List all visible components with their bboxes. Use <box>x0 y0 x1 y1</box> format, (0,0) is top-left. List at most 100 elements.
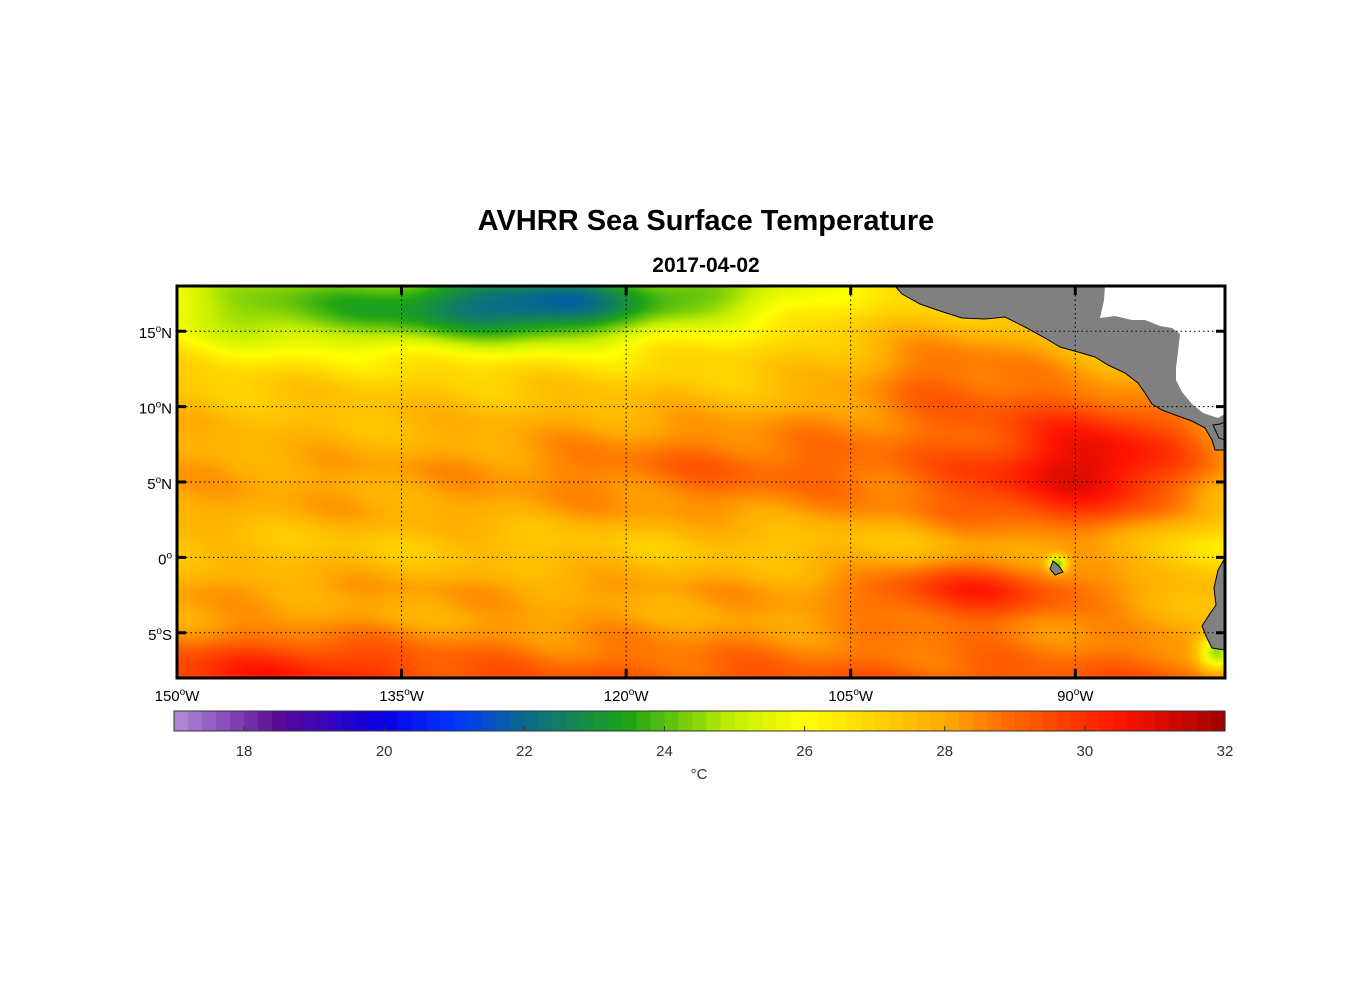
colorbar-cell <box>622 711 638 731</box>
colorbar-cell <box>678 711 694 731</box>
lat-label: 15oN <box>139 324 172 342</box>
colorbar-cell <box>580 711 595 731</box>
colorbar-cell <box>538 711 553 731</box>
colorbar-tick-label: 20 <box>376 743 393 760</box>
colorbar-cell <box>552 711 567 731</box>
colorbar-cell <box>370 711 385 731</box>
colorbar-cell <box>1014 711 1030 731</box>
colorbar-tick-label: 22 <box>516 743 533 760</box>
colorbar-unit-label: °C <box>691 766 708 783</box>
colorbar-cell <box>258 711 273 731</box>
colorbar-cell <box>384 711 399 731</box>
colorbar-cell <box>1070 711 1086 731</box>
colorbar-cell <box>342 711 357 731</box>
chart-subtitle: 2017-04-02 <box>652 254 760 277</box>
colorbar-labels: 18 20 22 24 26 28 30 32 <box>236 743 1234 760</box>
colorbar-cell <box>874 711 890 731</box>
colorbar: 18 20 22 24 26 28 30 32 °C <box>173 710 1234 783</box>
colorbar-cell <box>958 711 974 731</box>
latitude-labels: 15oN 10oN 5oN 0o 5oS <box>139 324 173 644</box>
colorbar-cell <box>1126 711 1142 731</box>
colorbar-cell <box>300 711 315 731</box>
colorbar-cell <box>734 711 750 731</box>
land-south-america <box>1201 557 1225 651</box>
colorbar-cell <box>440 711 455 731</box>
colorbar-cell <box>650 711 666 731</box>
lon-label: 90oW <box>1057 687 1094 705</box>
colorbar-cell <box>1028 711 1044 731</box>
colorbar-cell <box>776 711 792 731</box>
colorbar-cell <box>286 711 301 731</box>
colorbar-tick-label: 26 <box>796 743 813 760</box>
colorbar-cell <box>524 711 539 731</box>
colorbar-cell <box>1042 711 1058 731</box>
lat-label: 5oN <box>147 475 172 493</box>
colorbar-cell <box>174 711 189 731</box>
colorbar-ticks <box>243 726 1226 731</box>
colorbar-cell <box>1210 711 1226 731</box>
colorbar-cell <box>692 711 708 731</box>
colorbar-cell <box>1098 711 1114 731</box>
colorbar-cell <box>986 711 1002 731</box>
lat-label: 10oN <box>139 400 172 418</box>
colorbar-cell <box>328 711 343 731</box>
colorbar-cell <box>748 711 764 731</box>
colorbar-cell <box>1084 711 1100 731</box>
colorbar-cell <box>398 711 413 731</box>
colorbar-cell <box>244 711 259 731</box>
lat-label: 0o <box>158 550 172 568</box>
colorbar-cell <box>1196 711 1212 731</box>
colorbar-cell <box>426 711 441 731</box>
colorbar-cells <box>174 711 1226 731</box>
colorbar-cell <box>818 711 834 731</box>
colorbar-cell <box>510 711 525 731</box>
colorbar-cell <box>272 711 287 731</box>
colorbar-cell <box>944 711 960 731</box>
lon-label: 120oW <box>604 687 650 705</box>
colorbar-cell <box>902 711 918 731</box>
colorbar-frame <box>173 710 1226 732</box>
colorbar-cell <box>496 711 511 731</box>
colorbar-tick-label: 32 <box>1217 743 1234 760</box>
colorbar-cell <box>762 711 778 731</box>
colorbar-cell <box>706 711 722 731</box>
colorbar-cell <box>790 711 806 731</box>
colorbar-cell <box>804 711 820 731</box>
colorbar-cell <box>608 711 624 731</box>
colorbar-cell <box>468 711 483 731</box>
colorbar-cell <box>412 711 427 731</box>
colorbar-cell <box>314 711 329 731</box>
lat-label: 5oS <box>148 626 172 644</box>
colorbar-cell <box>832 711 848 731</box>
colorbar-cell <box>594 711 610 731</box>
colorbar-cell <box>1140 711 1156 731</box>
colorbar-cell <box>230 711 245 731</box>
land-galapagos <box>1049 560 1064 576</box>
lon-label: 105oW <box>828 687 874 705</box>
lon-label: 135oW <box>379 687 425 705</box>
colorbar-cell <box>1056 711 1072 731</box>
longitude-labels: 150oW 135oW 120oW 105oW 90oW <box>155 687 1095 705</box>
colorbar-cell <box>972 711 988 731</box>
colorbar-cell <box>1154 711 1170 731</box>
land-caribbean-coast <box>1100 286 1225 418</box>
land-mexico-central-america <box>894 286 1225 451</box>
colorbar-cell <box>1168 711 1184 731</box>
colorbar-cell <box>356 711 371 731</box>
colorbar-cell <box>860 711 876 731</box>
colorbar-tick-label: 30 <box>1077 743 1094 760</box>
lon-label: 150oW <box>155 687 201 705</box>
colorbar-tick-label: 28 <box>936 743 953 760</box>
colorbar-cell <box>888 711 904 731</box>
land-isthmus-east <box>1212 421 1225 441</box>
colorbar-cell <box>1112 711 1128 731</box>
colorbar-cell <box>202 711 217 731</box>
colorbar-tick-label: 18 <box>236 743 253 760</box>
colorbar-cell <box>482 711 497 731</box>
colorbar-cell <box>846 711 862 731</box>
colorbar-tick-label: 24 <box>656 743 673 760</box>
colorbar-cell <box>720 711 736 731</box>
colorbar-cell <box>188 711 203 731</box>
